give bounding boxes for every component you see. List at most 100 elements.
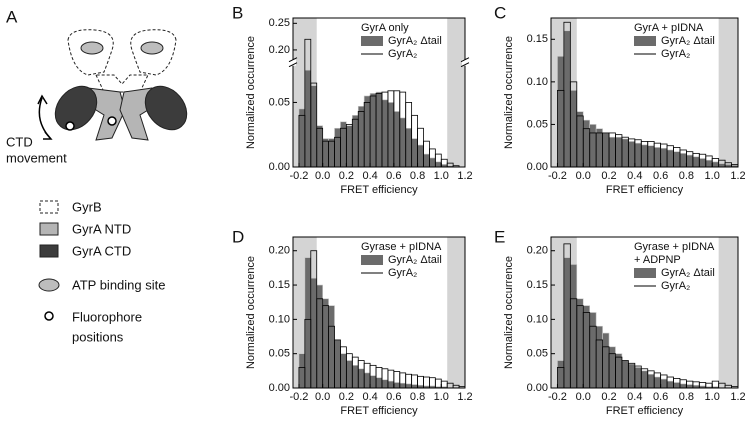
x-tick-label: 1.0 bbox=[434, 170, 449, 182]
panel-label: B bbox=[232, 3, 243, 22]
bar bbox=[634, 367, 642, 389]
bar bbox=[666, 380, 674, 389]
bar bbox=[411, 384, 418, 389]
bar bbox=[387, 102, 395, 168]
ctd-shape bbox=[144, 85, 188, 131]
x-tick-label: 0.6 bbox=[653, 170, 668, 182]
legend-swatch bbox=[361, 255, 383, 265]
bar bbox=[346, 360, 353, 389]
bar bbox=[316, 125, 323, 168]
bar bbox=[429, 157, 436, 168]
bar bbox=[375, 91, 383, 168]
bar bbox=[393, 111, 401, 168]
y-tick-label: 0.05 bbox=[269, 348, 290, 360]
legend-label: GyrA₂ Δtail bbox=[388, 254, 442, 266]
bar bbox=[570, 264, 578, 389]
ctd-shape bbox=[54, 85, 98, 131]
bar bbox=[310, 85, 318, 168]
panel-label: E bbox=[494, 227, 505, 246]
arrow-head bbox=[37, 94, 53, 140]
bar bbox=[679, 153, 687, 168]
bar bbox=[647, 145, 655, 168]
bar bbox=[589, 312, 597, 389]
gyrb-shape bbox=[95, 74, 149, 93]
y-tick-label: 0.05 bbox=[527, 118, 548, 130]
x-tick-label: 0.0 bbox=[315, 391, 330, 403]
fluorophore bbox=[107, 116, 117, 126]
schematic: CTD movement GyrB GyrA NTD GyrA CTD ATP … bbox=[6, 29, 188, 344]
fluorophore bbox=[65, 121, 75, 131]
legend-label: GyrA₂ Δtail bbox=[661, 35, 715, 47]
panel: -0.2 0.0 0.2 0.4 0.6 0.8 1.0 1.2 0.00 0.05 0.10 0.1… bbox=[503, 236, 745, 417]
bar bbox=[699, 158, 707, 168]
bar bbox=[563, 30, 571, 168]
plot-frame bbox=[550, 236, 739, 389]
bar bbox=[660, 147, 668, 168]
atp-site bbox=[140, 41, 164, 55]
legend-label: Fluorophore bbox=[72, 309, 142, 324]
bar bbox=[570, 90, 578, 168]
legend-swatch bbox=[634, 36, 656, 46]
bar bbox=[673, 151, 681, 168]
bar bbox=[352, 365, 359, 389]
x-tick-label: 1.0 bbox=[705, 391, 720, 403]
bar bbox=[653, 147, 661, 168]
y-tick-label: 0.15 bbox=[269, 279, 290, 291]
bar bbox=[621, 360, 629, 389]
y-axis-label: Normalized occurrence bbox=[503, 256, 515, 369]
bar bbox=[608, 346, 616, 389]
y-tick-label: 0.10 bbox=[269, 313, 290, 325]
panel-label: D bbox=[232, 227, 244, 246]
annotation: Gyrase + pIDNA bbox=[634, 241, 715, 253]
bar bbox=[602, 332, 610, 389]
bar bbox=[334, 127, 341, 168]
bar bbox=[304, 69, 312, 168]
x-tick-label: 0.4 bbox=[362, 170, 377, 182]
y-tick-label: 0.00 bbox=[269, 382, 290, 394]
movement-label: CTD bbox=[6, 134, 33, 149]
panel: -0.2 0.0 0.2 0.4 0.6 0.8 1.0 1.2 0.00 0.05 0.10 0.1… bbox=[245, 236, 473, 417]
y-tick-label: 0.15 bbox=[527, 33, 548, 45]
bar bbox=[589, 124, 597, 168]
y-tick-label: 0.15 bbox=[527, 279, 548, 291]
bar bbox=[369, 375, 377, 389]
x-tick-label: 0.6 bbox=[653, 391, 668, 403]
y-axis-label: Normalized occurrence bbox=[503, 36, 515, 149]
x-tick-label: 1.2 bbox=[457, 391, 472, 403]
bar bbox=[582, 119, 590, 168]
x-tick-label: 0.6 bbox=[386, 391, 401, 403]
annotation: GyrA + pIDNA bbox=[634, 22, 704, 34]
plot-frame bbox=[550, 17, 739, 168]
bar bbox=[621, 138, 629, 168]
legend-swatch bbox=[39, 222, 59, 236]
bar bbox=[692, 156, 700, 168]
bar bbox=[666, 149, 674, 168]
x-tick-label: 0.4 bbox=[362, 391, 377, 403]
shaded-region bbox=[447, 237, 465, 388]
bar bbox=[340, 353, 347, 389]
y-tick-label: 0.05 bbox=[527, 348, 548, 360]
y-tick-label: 0.25 bbox=[269, 17, 290, 29]
bar bbox=[298, 353, 306, 389]
bar bbox=[660, 378, 668, 389]
y-axis-label: Normalized occurrence bbox=[245, 256, 257, 369]
y-tick-label: 0.05 bbox=[269, 96, 290, 108]
bar bbox=[405, 127, 412, 168]
x-tick-label: -0.2 bbox=[289, 391, 308, 403]
legend-label: GyrA₂ Δtail bbox=[661, 267, 715, 279]
y-tick-label: 0.20 bbox=[269, 245, 290, 257]
bar bbox=[411, 138, 418, 168]
bar bbox=[316, 284, 323, 389]
bar bbox=[557, 360, 565, 389]
bar bbox=[417, 144, 424, 168]
x-tick-label: 0.0 bbox=[315, 170, 330, 182]
bar bbox=[357, 106, 365, 168]
x-tick-label: 0.2 bbox=[601, 391, 616, 403]
bar bbox=[705, 159, 713, 168]
legend-label: GyrA₂ bbox=[661, 48, 690, 60]
legend-label: GyrA₂ bbox=[661, 280, 690, 292]
bar bbox=[711, 161, 719, 168]
bar bbox=[615, 136, 623, 168]
x-tick-label: 0.4 bbox=[627, 170, 642, 182]
